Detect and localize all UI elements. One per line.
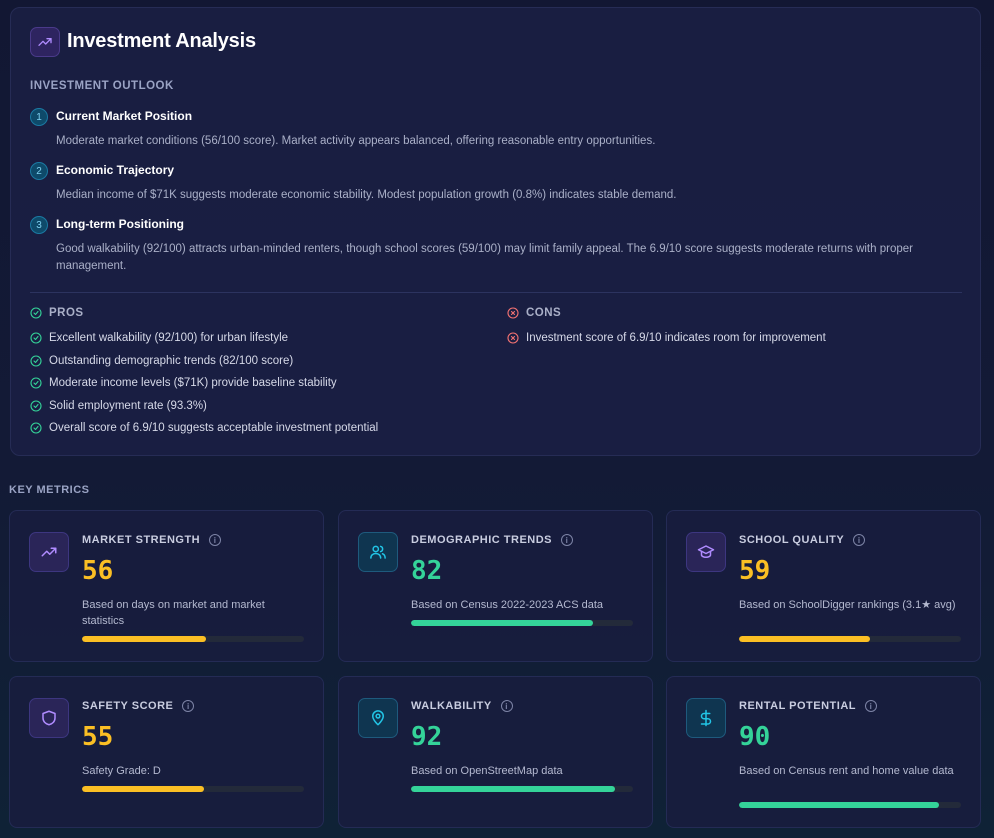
- metric-label: SCHOOL QUALITY i: [739, 534, 866, 546]
- metric-description: Based on Census 2022-2023 ACS data: [411, 599, 604, 611]
- pro-item: Moderate income levels ($71K) provide ba…: [30, 377, 337, 389]
- pro-text: Moderate income levels ($71K) provide ba…: [49, 377, 337, 389]
- check-circle-icon: [30, 377, 42, 389]
- cons-heading: CONS: [507, 307, 561, 319]
- metric-description: Based on OpenStreetMap data: [411, 765, 563, 777]
- metric-card-demographic-trends: DEMOGRAPHIC TRENDS i 82 Based on Census 2…: [338, 510, 653, 662]
- check-circle-icon: [30, 307, 42, 319]
- pro-text: Outstanding demographic trends (82/100 s…: [49, 355, 294, 367]
- info-icon[interactable]: i: [500, 700, 513, 712]
- check-circle-icon: [30, 400, 42, 412]
- metric-card-safety-score: SAFETY SCORE i 55 Safety Grade: D: [9, 676, 324, 828]
- x-circle-icon: [507, 307, 519, 319]
- con-text: Investment score of 6.9/10 indicates roo…: [526, 332, 826, 344]
- step-description: Median income of $71K suggests moderate …: [56, 189, 677, 201]
- metric-value: 90: [739, 722, 771, 752]
- metric-value: 55: [82, 722, 114, 752]
- info-icon[interactable]: i: [864, 700, 877, 712]
- page-title: Investment Analysis: [67, 30, 256, 52]
- pro-item: Outstanding demographic trends (82/100 s…: [30, 355, 293, 367]
- divider: [30, 292, 962, 293]
- metric-description: Based on SchoolDigger rankings (3.1★ avg…: [739, 599, 956, 611]
- metric-card-walkability: WALKABILITY i 92 Based on OpenStreetMap d…: [338, 676, 653, 828]
- metric-description: Based on Census rent and home value data: [739, 765, 954, 777]
- outlook-title: INVESTMENT OUTLOOK: [30, 80, 174, 92]
- progress-fill: [82, 636, 207, 642]
- metric-value: 92: [411, 722, 443, 752]
- metric-label: DEMOGRAPHIC TRENDS i: [411, 534, 574, 546]
- metric-label: SAFETY SCORE i: [82, 700, 195, 712]
- progress-fill: [411, 620, 594, 626]
- progress-bar: [411, 786, 633, 792]
- metric-value: 82: [411, 556, 443, 586]
- metric-label: WALKABILITY i: [411, 700, 513, 712]
- metric-card-rental-potential: RENTAL POTENTIAL i 90 Based on Census ren…: [666, 676, 981, 828]
- check-circle-icon: [30, 332, 42, 344]
- metric-card-school-quality: SCHOOL QUALITY i 59 Based on SchoolDigger…: [666, 510, 981, 662]
- check-circle-icon: [30, 355, 42, 367]
- map-pin-icon: [358, 698, 398, 738]
- info-icon[interactable]: i: [561, 534, 574, 546]
- progress-fill: [739, 636, 870, 642]
- pro-item: Solid employment rate (93.3%): [30, 400, 207, 412]
- metric-value: 59: [739, 556, 771, 586]
- dollar-icon: [686, 698, 726, 738]
- graduation-cap-icon: [686, 532, 726, 572]
- metric-card-market-strength: MARKET STRENGTH i 56 Based on days on mar…: [9, 510, 324, 662]
- progress-fill: [82, 786, 205, 792]
- metric-description: Based on days on market and market stati…: [82, 599, 265, 627]
- progress-bar: [82, 636, 304, 642]
- pro-text: Solid employment rate (93.3%): [49, 400, 207, 412]
- progress-bar: [739, 636, 961, 642]
- pros-title: PROS: [49, 307, 84, 319]
- pro-text: Excellent walkability (92/100) for urban…: [49, 332, 289, 344]
- x-circle-icon: [507, 332, 519, 344]
- step-description: Moderate market conditions (56/100 score…: [56, 135, 656, 147]
- progress-fill: [739, 802, 939, 808]
- info-icon[interactable]: i: [182, 700, 195, 712]
- cons-title: CONS: [526, 307, 562, 319]
- step-number: 1: [30, 108, 48, 126]
- investment-analysis-card: Investment Analysis INVESTMENT OUTLOOK 1…: [10, 7, 981, 456]
- progress-bar: [411, 620, 633, 626]
- metric-label: RENTAL POTENTIAL i: [739, 700, 877, 712]
- info-icon[interactable]: i: [853, 534, 866, 546]
- metric-description: Safety Grade: D: [82, 765, 161, 777]
- step-number: 2: [30, 162, 48, 180]
- pro-item: Excellent walkability (92/100) for urban…: [30, 332, 288, 344]
- pros-heading: PROS: [30, 307, 84, 319]
- progress-fill: [411, 786, 616, 792]
- pro-text: Overall score of 6.9/10 suggests accepta…: [49, 422, 379, 434]
- shield-icon: [29, 698, 69, 738]
- step-title: Current Market Position: [56, 109, 193, 123]
- info-icon[interactable]: i: [209, 534, 222, 546]
- trending-up-icon: [29, 532, 69, 572]
- pro-item: Overall score of 6.9/10 suggests accepta…: [30, 422, 378, 434]
- check-circle-icon: [30, 422, 42, 434]
- step-number: 3: [30, 216, 48, 234]
- con-item: Investment score of 6.9/10 indicates roo…: [507, 332, 826, 344]
- metric-value: 56: [82, 556, 114, 586]
- metric-label: MARKET STRENGTH i: [82, 534, 222, 546]
- step-title: Economic Trajectory: [56, 163, 175, 177]
- users-icon: [358, 532, 398, 572]
- step-description: Good walkability (92/100) attracts urban…: [56, 243, 913, 272]
- key-metrics-title: KEY METRICS: [9, 484, 90, 496]
- step-title: Long-term Positioning: [56, 217, 184, 231]
- trending-up-icon: [30, 27, 60, 57]
- progress-bar: [739, 802, 961, 808]
- progress-bar: [82, 786, 304, 792]
